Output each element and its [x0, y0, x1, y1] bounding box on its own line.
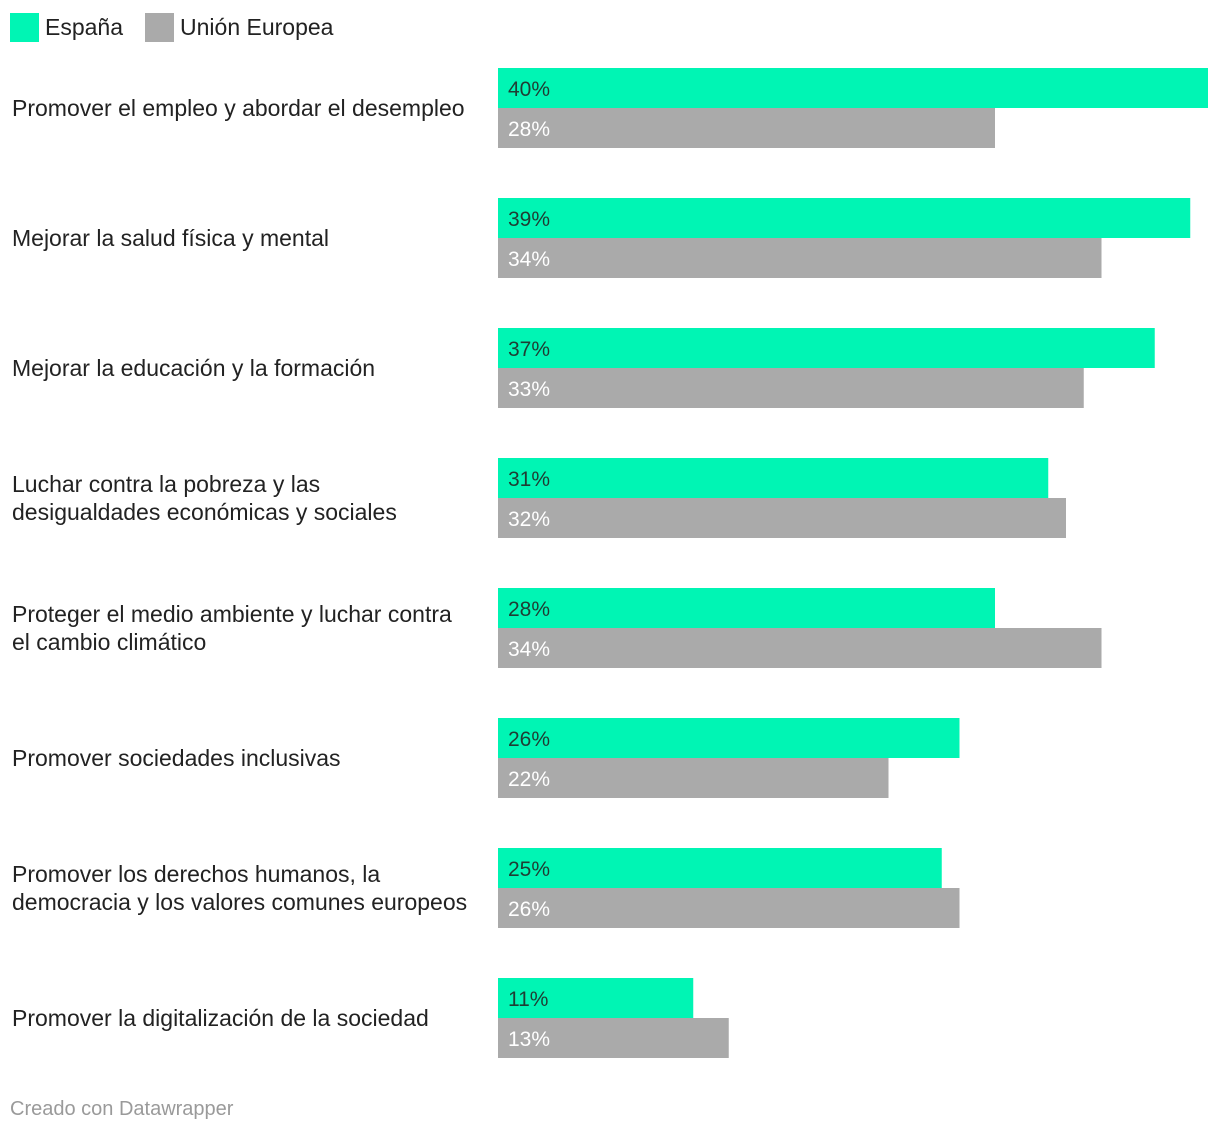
data-label: 25% [508, 858, 550, 881]
category-label: Mejorar la salud física y mental [12, 225, 329, 251]
category-label: Mejorar la educación y la formación [12, 355, 375, 381]
bar-espana [498, 198, 1191, 238]
legend-swatch-union-europea [145, 12, 175, 42]
bar-union-europea [498, 758, 889, 798]
data-label: 26% [508, 898, 550, 921]
category-label: Luchar contra la pobreza y las [12, 471, 320, 497]
data-label: 22% [508, 768, 550, 791]
category-label: el cambio climático [12, 629, 206, 655]
bar-espana [498, 68, 1208, 108]
bar-union-europea [498, 498, 1066, 538]
bar-espana [498, 328, 1155, 368]
legend-item-espana: España [10, 12, 124, 42]
category-label: Promover los derechos humanos, la [12, 861, 380, 887]
bar-union-europea [498, 108, 995, 148]
category-label: Proteger el medio ambiente y luchar cont… [12, 601, 452, 627]
bar-chart: Promover el empleo y abordar el desemple… [12, 68, 1208, 1058]
data-label: 34% [508, 248, 550, 271]
bar-union-europea [498, 368, 1084, 408]
data-label: 40% [508, 78, 550, 101]
category-label: Promover el empleo y abordar el desemple… [12, 95, 465, 121]
legend-item-union-europea: Unión Europea [145, 12, 334, 42]
bar-espana [498, 458, 1049, 498]
category-label: Promover sociedades inclusivas [12, 745, 341, 771]
bar-union-europea [498, 888, 960, 928]
category-label: democracia y los valores comunes europeo… [12, 889, 467, 915]
category-label: Promover la digitalización de la socieda… [12, 1005, 429, 1031]
data-label: 39% [508, 208, 550, 231]
data-label: 33% [508, 378, 550, 401]
legend: España Unión Europea [10, 12, 355, 42]
legend-label-union-europea: Unión Europea [180, 13, 334, 40]
data-label: 11% [508, 988, 548, 1011]
footer-credit: Creado con Datawrapper [10, 1098, 234, 1120]
data-label: 26% [508, 728, 550, 751]
legend-swatch-espana [10, 12, 39, 42]
bar-espana [498, 718, 960, 758]
bar-union-europea [498, 628, 1102, 668]
data-label: 31% [508, 468, 550, 491]
bar-union-europea [498, 238, 1102, 278]
bar-espana [498, 848, 942, 888]
category-label: desigualdades económicas y sociales [12, 499, 397, 525]
bar-espana [498, 588, 995, 628]
data-label: 34% [508, 638, 550, 661]
bar-espana [498, 978, 694, 1018]
data-label: 37% [508, 338, 550, 361]
data-label: 28% [508, 598, 550, 621]
bar-union-europea [498, 1018, 729, 1058]
data-label: 28% [508, 118, 550, 141]
data-label: 13% [508, 1028, 550, 1051]
legend-label-espana: España [45, 13, 124, 40]
data-label: 32% [508, 508, 550, 531]
